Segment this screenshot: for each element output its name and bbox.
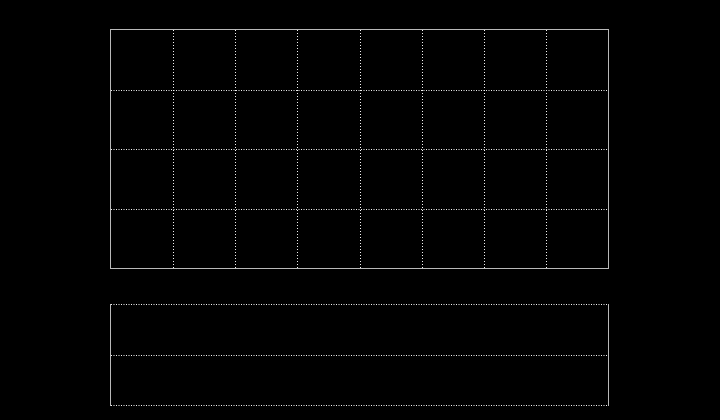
vertical-gridline xyxy=(421,30,423,268)
chart-top-panel xyxy=(110,29,609,269)
horizontal-gridline xyxy=(111,208,608,210)
chart-bottom-panel xyxy=(110,304,609,406)
horizontal-gridline xyxy=(111,89,608,91)
vertical-gridline xyxy=(359,30,361,268)
vertical-gridline xyxy=(235,30,237,268)
vertical-gridline xyxy=(483,30,485,268)
vertical-gridline xyxy=(545,30,547,268)
horizontal-gridline xyxy=(111,149,608,150)
horizontal-gridline xyxy=(111,405,608,406)
vertical-gridline xyxy=(173,30,175,268)
horizontal-gridline xyxy=(111,355,608,356)
vertical-gridline xyxy=(297,30,299,268)
horizontal-gridline xyxy=(111,304,608,305)
